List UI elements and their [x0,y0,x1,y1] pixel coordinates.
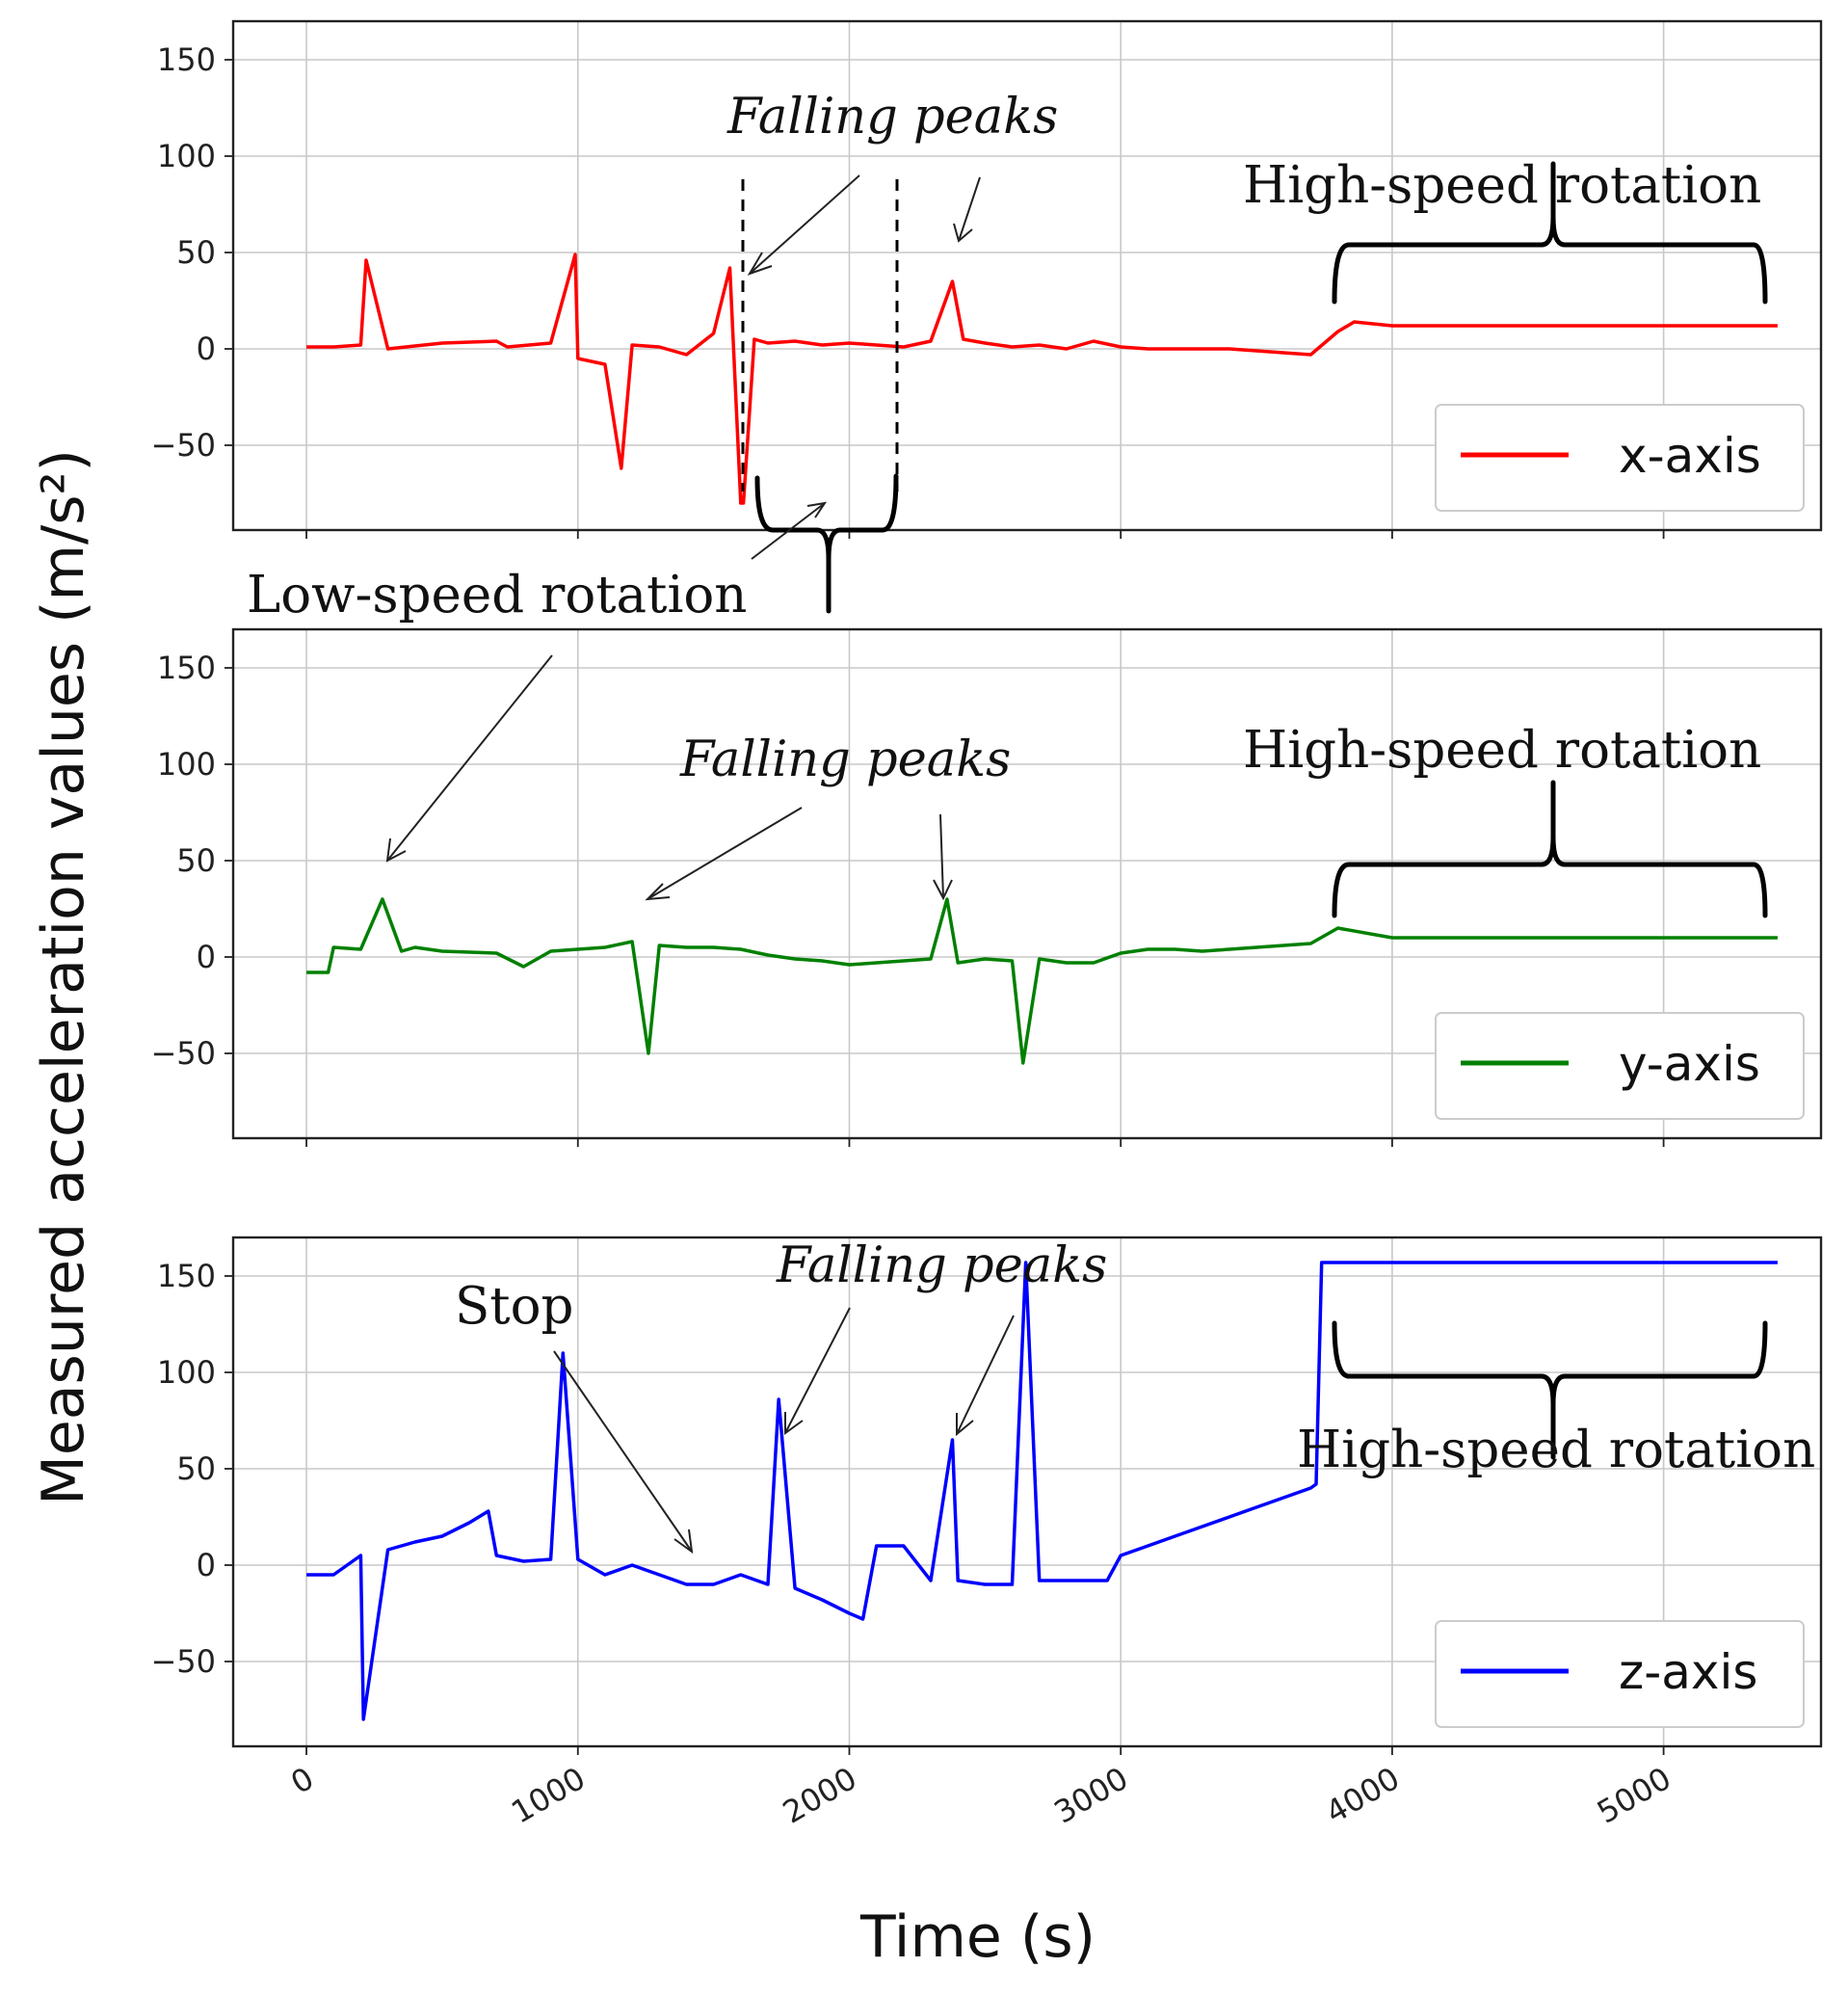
y-tick-label: −50 [150,427,216,464]
annotation-arrowhead [956,1413,974,1437]
tick-marks [224,667,1665,1147]
annotation-falling-peaks: Falling peaks [726,89,1058,146]
annotation-arrowhead [784,1412,804,1435]
y-tick-label: 0 [197,1547,216,1583]
plot-frame [231,627,1823,1140]
bracket-low-speed [754,473,899,614]
annotation-stop: Stop [455,1277,573,1336]
annotation-arrow [647,807,803,900]
legend-box [1435,404,1805,512]
bracket-high-speed [1332,780,1768,918]
x-tick-label: 5000 [1591,1760,1677,1831]
legend: x-axis [1435,404,1805,512]
annotation-arrowhead [645,883,671,901]
annotations-panel-y: Falling peaks High-speed rotation [645,721,1768,918]
legend-box [1435,1620,1805,1728]
legend-label: y-axis [1619,1036,1760,1092]
legend-label: x-axis [1619,428,1761,484]
y-tick-labels: −50 0 50 100 150 [150,41,216,464]
y-tick-label: 150 [157,1258,216,1294]
annotation-arrowhead [933,879,953,901]
annotation-arrow [939,813,944,899]
grid-lines [233,21,1821,530]
x-axis-label: Time (s) [859,1903,1096,1971]
annotation-arrow [958,176,981,242]
x-tick-labels: 0 1000 2000 3000 4000 5000 [284,1760,1676,1831]
x-tick-label: 3000 [1048,1760,1135,1831]
y-tick-label: 150 [157,650,216,686]
annotation-falling-peaks: Falling peaks [776,1237,1107,1294]
legend-box [1435,1012,1805,1120]
annotation-high-speed: High-speed rotation [1243,721,1761,780]
y-tick-label: 150 [157,41,216,78]
y-tick-label: 0 [197,939,216,975]
annotation-low-speed: Low-speed rotation [247,566,747,625]
bracket-high-speed [1332,161,1768,305]
y-tick-labels: −50 0 50 100 150 [150,1258,216,1680]
y-tick-label: 50 [176,842,216,879]
annotations-panel-x: Falling peaks High-speed rotation Low-sp… [247,89,1768,863]
tick-marks [224,59,1665,539]
y-tick-label: −50 [150,1643,216,1680]
series-line-y-axis [306,897,1778,1065]
series-line-z-axis [306,1261,1778,1721]
panel-y-axis: −50 0 50 100 150 y-axis [150,627,1823,1147]
legend: y-axis [1435,1012,1805,1120]
annotation-arrow [956,1315,1015,1435]
bracket-high-speed [1332,1320,1768,1460]
x-tick-label: 0 [284,1760,320,1801]
y-tick-label: 50 [176,234,216,271]
y-tick-labels: −50 0 50 100 150 [150,650,216,1072]
panel-x-axis: −50 0 50 100 150 x-axis [150,19,1823,539]
x-tick-label: 2000 [777,1760,863,1831]
annotation-falling-peaks: Falling peaks [679,731,1011,788]
series-lines [306,253,1778,505]
panel-z-axis: −50 0 50 100 150 z-axis 0 1000 2000 3000 4000 500… [150,1236,1823,1831]
x-tick-label: 4000 [1319,1760,1406,1831]
series-line-x-axis [306,253,1778,505]
y-tick-label: 0 [197,331,216,367]
annotation-arrow [751,502,826,560]
annotation-arrow [749,174,860,275]
x-tick-label: 1000 [505,1760,592,1831]
annotation-arrow [553,1350,693,1553]
legend-label: z-axis [1619,1644,1757,1700]
annotation-arrowhead [673,1529,694,1555]
plot-frame [231,19,1823,532]
plot-frame [231,1236,1823,1748]
annotation-arrowhead [806,501,828,518]
series-lines [306,897,1778,1065]
annotation-arrowhead [385,837,407,863]
y-axis-label: Measured acceleration values (m/s²) [30,449,97,1505]
y-tick-label: 100 [157,746,216,783]
y-tick-label: −50 [150,1035,216,1072]
annotation-arrowhead [747,252,773,276]
annotation-arrow [784,1307,851,1434]
annotation-high-speed: High-speed rotation [1243,156,1761,215]
y-tick-label: 50 [176,1450,216,1487]
annotation-high-speed: High-speed rotation [1297,1421,1815,1479]
y-tick-label: 100 [157,1354,216,1391]
y-tick-label: 100 [157,138,216,174]
series-lines [306,1261,1778,1721]
legend: z-axis [1435,1620,1805,1728]
tick-marks [224,1275,1665,1755]
annotations-panel-z: Stop Falling peaks High-speed rotation [455,1237,1815,1555]
annotation-arrowhead [953,223,973,243]
annotation-arrow [386,654,553,862]
